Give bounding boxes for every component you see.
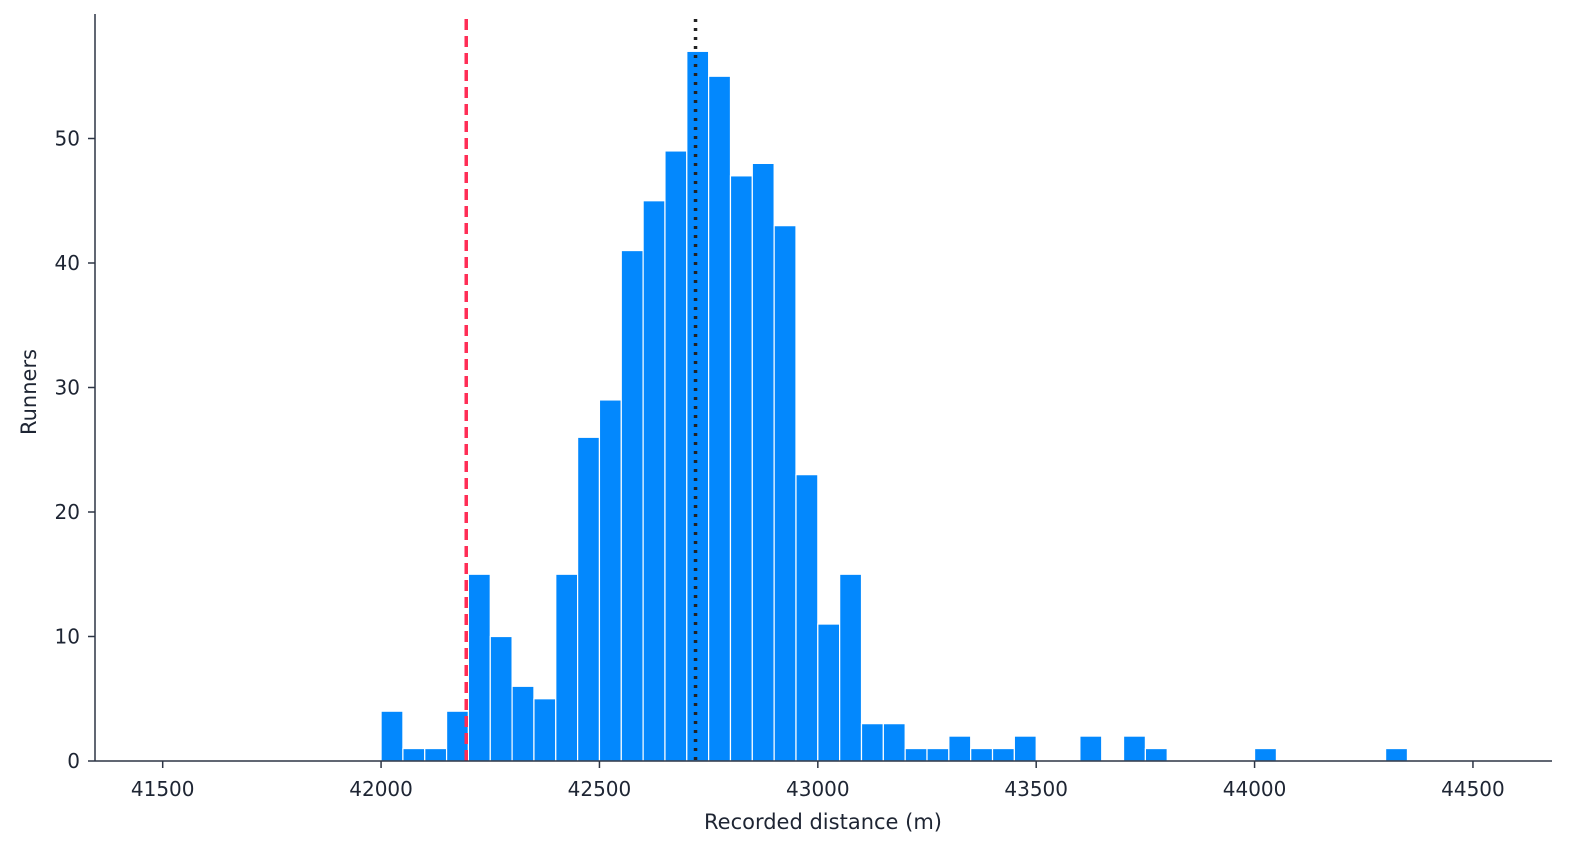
histogram-bar	[511, 685, 535, 762]
histogram-bar	[729, 175, 753, 762]
histogram-bar	[598, 399, 622, 762]
x-axis-label: Recorded distance (m)	[704, 810, 942, 834]
histogram-bar	[642, 200, 666, 762]
y-tick-label: 0	[67, 749, 80, 773]
y-tick-label: 30	[55, 376, 80, 400]
histogram-bar	[1253, 747, 1278, 762]
histogram-bar	[1144, 747, 1168, 762]
x-tick-label: 43000	[786, 777, 850, 801]
bars-group	[380, 50, 1409, 762]
y-axis-label: Runners	[17, 349, 41, 435]
histogram-bar	[839, 573, 863, 762]
histogram-bar	[555, 573, 579, 762]
histogram-bar	[948, 735, 972, 762]
x-tick-label: 44500	[1441, 777, 1505, 801]
histogram-bar	[751, 162, 775, 762]
histogram-bar	[664, 150, 688, 762]
histogram-bar	[817, 623, 841, 762]
histogram-bar	[620, 249, 644, 762]
x-tick-label: 43500	[1004, 777, 1068, 801]
histogram-bar	[970, 747, 994, 762]
histogram-bar	[904, 747, 928, 762]
x-tick-label: 42500	[568, 777, 632, 801]
histogram-bar	[1122, 735, 1146, 762]
y-tick-label: 50	[55, 127, 80, 151]
y-tick-label: 10	[55, 625, 80, 649]
histogram-bar	[773, 225, 797, 762]
histogram-bar	[926, 747, 950, 762]
histogram-bar	[1079, 735, 1103, 762]
x-tick-label: 41500	[131, 777, 195, 801]
x-tick-label: 42000	[349, 777, 413, 801]
histogram-bar	[467, 573, 491, 762]
histogram-bar	[1013, 735, 1037, 762]
histogram-bar	[424, 747, 448, 762]
y-tick-label: 40	[55, 251, 80, 275]
x-tick-label: 44000	[1223, 777, 1287, 801]
histogram-bar	[991, 747, 1015, 762]
histogram-bar	[577, 436, 601, 762]
reference-lines	[464, 19, 698, 761]
histogram-bar	[882, 723, 906, 762]
histogram-bar	[686, 50, 710, 762]
histogram-bar	[1384, 747, 1409, 762]
histogram-bar	[533, 698, 557, 762]
histogram-bar	[795, 474, 819, 762]
y-tick-label: 20	[55, 500, 80, 524]
axes: 41500 42000 42500 43000 43500 44000 44500 0 10 20…	[55, 14, 1552, 801]
histogram-bar	[380, 710, 404, 762]
histogram-bar	[402, 747, 426, 762]
histogram-bar	[708, 75, 732, 762]
histogram-bar	[860, 723, 884, 762]
histogram-bar	[489, 635, 513, 762]
